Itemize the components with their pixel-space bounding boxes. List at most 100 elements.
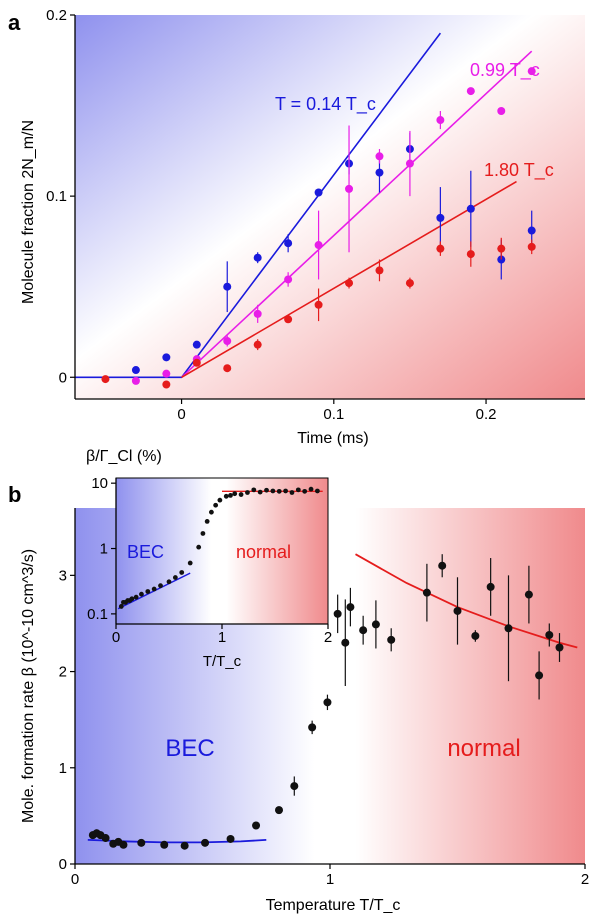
inset-region-label-normal: normal [236,542,291,562]
panel-b-data-point [201,838,210,847]
panel-a-y-axis-label: Molecule fraction 2N_m/N [20,120,37,304]
label-magenta-series: 0.99 T_c [470,60,540,81]
series-magenta-point [436,116,445,125]
inset-y-axis-label: β/Γ_Cl (%) [86,448,162,465]
inset-data-point [166,579,172,585]
series-blue-point [223,282,232,291]
series-blue-point [131,366,140,375]
inset-data-point [295,487,301,493]
inset-axes: 0 1 2 0.1 1 10 [87,475,332,646]
panel-b-data-point [504,624,513,633]
series-red-point [101,375,110,384]
inset-data-point [196,544,202,550]
inset-y-tick-label: 0.1 [87,606,108,623]
series-magenta-point [314,241,323,250]
inset-data-point [238,492,244,497]
inset-data-point [308,486,314,492]
panel-b-points [88,554,564,850]
inset-data-point [232,491,238,497]
inset-data-point [223,493,229,499]
inset-data-point [158,583,163,589]
series-magenta-point [162,369,171,378]
inset-data-point [302,488,308,494]
panel-b-x-axis-label: Temperature T/T_c [266,897,401,914]
series-red-point [466,250,475,259]
panel-b-data-point [101,834,110,843]
panel-b-data-point [308,723,317,732]
inset-data-point [251,487,257,493]
inset-x-tick-label: 2 [324,629,332,646]
panel-a-x-tick-label: 0.2 [476,406,497,423]
panel-b-data-point [359,626,368,635]
inset-points [118,486,320,609]
inset-data-point [133,594,139,600]
panel-b-data-point [119,840,128,849]
inset-data-point [283,488,288,494]
inset-data-point [213,502,219,508]
series-red-point [284,315,293,324]
series-red-point [527,242,536,251]
panel-b-x-tick-label: 2 [581,871,589,888]
series-red-point [192,358,201,367]
series-red-point [375,266,384,275]
label-blue-series: T = 0.14 T_c [275,94,376,115]
series-magenta-point [253,309,262,318]
panel-b-data-point [371,620,380,629]
inset-data-point [245,490,250,495]
panel-a-x-tick-label: 0.1 [323,406,344,423]
inset-data-point [315,488,320,494]
region-label-normal: normal [447,735,520,762]
panel-b-data-point [471,631,480,640]
inset-data-point [209,509,214,515]
series-blue-point [162,353,171,362]
series-red-point [253,340,262,349]
inset-data-point [289,490,295,495]
series-red-point [314,300,323,309]
series-red-point [405,279,414,288]
panel-b-data-point [545,631,554,640]
inset-data-point [139,591,144,597]
panel-b-x-tick-label: 1 [326,871,334,888]
panel-b-data-point [275,806,283,815]
panel-b-data-point [226,834,235,843]
panel-a-y-tick-label: 0.1 [46,188,67,205]
series-blue-point [466,204,475,213]
inset-x-tick-label: 1 [218,629,226,646]
panel-b-y-axis-label: Mole. formation rate β (10^-10 cm^3/s) [20,549,37,823]
inset-data-point [217,497,223,503]
panel-b-data-point [438,561,447,570]
series-magenta-point [497,107,506,115]
inset-data-point [270,488,276,494]
panel-b-data-point [160,840,169,849]
series-blue-point [253,253,262,262]
panel-b-data-point [323,698,332,707]
inset-region-label-bec: BEC [127,542,164,562]
series-red-point [223,364,232,373]
series-red-point [497,244,506,253]
series-blue-point [314,188,323,197]
panel-b-data-point [137,838,146,847]
panel-b-data-point [486,582,495,591]
panel-b-y-tick-label: 0 [59,856,67,873]
label-red-series: 1.80 T_c [484,160,554,181]
panel-b-data-point [524,590,533,599]
series-red-point [436,244,445,253]
panel-b-high-t-fit [355,553,578,649]
panel-b-y-tick-label: 1 [59,760,67,777]
panel-a-x-axis-label: Time (ms) [297,430,368,447]
region-label-bec: BEC [165,735,214,762]
inset-data-point [228,493,233,498]
inset-data-point [264,487,269,493]
panel-a-background [75,15,585,399]
panel-a-points [101,67,536,389]
inset-x-tick-label: 0 [112,629,120,646]
inset-data-point [179,570,185,575]
inset-data-point [257,489,263,495]
series-magenta-point [345,184,354,193]
series-magenta-point [131,376,140,385]
series-magenta-point [223,337,232,346]
fit-line-magenta [181,50,533,378]
inset-data-point [151,586,157,592]
inset-data-point [118,604,124,609]
